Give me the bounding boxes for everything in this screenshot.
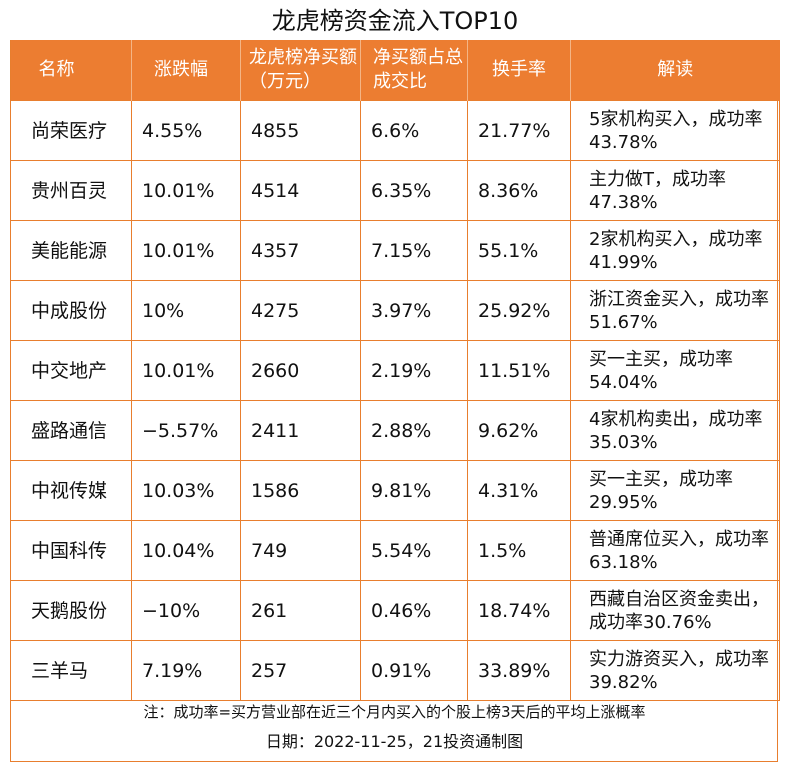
cell-name: 贵州百灵: [10, 160, 132, 221]
cell-net-buy: 261: [240, 580, 361, 641]
header-interpretation: 解读: [570, 40, 780, 101]
cell-net-buy: 257: [240, 640, 361, 701]
cell-net-buy-ratio: 9.81%: [360, 460, 468, 521]
cell-net-buy-ratio: 6.35%: [360, 160, 468, 221]
cell-turnover: 8.36%: [467, 160, 571, 221]
table-row: 贵州百灵 10.01% 4514 6.35% 8.36% 主力做T，成功率47.38%: [10, 160, 780, 221]
cell-turnover: 33.89%: [467, 640, 571, 701]
cell-name: 中国科传: [10, 520, 132, 581]
cell-name: 盛路通信: [10, 400, 132, 461]
footnote: 注：成功率=买方营业部在近三个月内买入的个股上榜3天后的平均上涨概率: [143, 703, 646, 721]
cell-change: 10.04%: [131, 520, 241, 581]
table-row: 中成股份 10% 4275 3.97% 25.92% 浙江资金买入，成功率51.67%: [10, 280, 780, 341]
cell-interpretation: 实力游资买入，成功率39.82%: [570, 640, 780, 701]
cell-turnover: 25.92%: [467, 280, 571, 341]
cell-name: 美能能源: [10, 220, 132, 281]
cell-net-buy: 4357: [240, 220, 361, 281]
cell-interpretation: 普通席位买入，成功率63.18%: [570, 520, 780, 581]
cell-net-buy: 2411: [240, 400, 361, 461]
cell-interpretation: 5家机构买入，成功率43.78%: [570, 100, 780, 161]
cell-name: 中视传媒: [10, 460, 132, 521]
cell-interpretation: 西藏自治区资金卖出，成功率30.76%: [570, 580, 780, 641]
cell-interpretation: 浙江资金买入，成功率51.67%: [570, 280, 780, 341]
cell-change: 10%: [131, 280, 241, 341]
cell-net-buy-ratio: 2.88%: [360, 400, 468, 461]
cell-change: 4.55%: [131, 100, 241, 161]
dragon-tiger-table: 名称 涨跌幅 龙虎榜净买额（万元） 净买额占总成交比 换手率 解读 尚荣医疗 4.…: [10, 40, 780, 701]
cell-turnover: 11.51%: [467, 340, 571, 401]
cell-turnover: 18.74%: [467, 580, 571, 641]
cell-net-buy-ratio: 5.54%: [360, 520, 468, 581]
cell-change: 10.01%: [131, 160, 241, 221]
cell-change: 10.01%: [131, 340, 241, 401]
header-row: 名称 涨跌幅 龙虎榜净买额（万元） 净买额占总成交比 换手率 解读: [10, 40, 780, 101]
cell-interpretation: 买一主买，成功率54.04%: [570, 340, 780, 401]
cell-net-buy: 2660: [240, 340, 361, 401]
cell-interpretation: 2家机构买入，成功率41.99%: [570, 220, 780, 281]
cell-name: 中成股份: [10, 280, 132, 341]
cell-net-buy: 4855: [240, 100, 361, 161]
cell-net-buy: 4275: [240, 280, 361, 341]
cell-net-buy-ratio: 7.15%: [360, 220, 468, 281]
cell-net-buy-ratio: 0.91%: [360, 640, 468, 701]
table-row: 中交地产 10.01% 2660 2.19% 11.51% 买一主买，成功率54.04%: [10, 340, 780, 401]
table-row: 中国科传 10.04% 749 5.54% 1.5% 普通席位买入，成功率63.18%: [10, 520, 780, 581]
table-row: 三羊马 7.19% 257 0.91% 33.89% 实力游资买入，成功率39.82%: [10, 640, 780, 701]
table-title: 龙虎榜资金流入TOP10: [271, 7, 519, 35]
date-credit: 日期：2022-11-25，21投资通制图: [265, 732, 524, 751]
table-row: 尚荣医疗 4.55% 4855 6.6% 21.77% 5家机构买入，成功率43.78%: [10, 100, 780, 161]
cell-change: −5.57%: [131, 400, 241, 461]
cell-name: 三羊马: [10, 640, 132, 701]
cell-change: 7.19%: [131, 640, 241, 701]
table-row: 盛路通信 −5.57% 2411 2.88% 9.62% 4家机构卖出，成功率35.03%: [10, 400, 780, 461]
header-name: 名称: [10, 40, 132, 101]
cell-net-buy: 749: [240, 520, 361, 581]
cell-turnover: 4.31%: [467, 460, 571, 521]
cell-name: 天鹅股份: [10, 580, 132, 641]
header-net-buy: 龙虎榜净买额（万元）: [240, 40, 361, 101]
cell-change: 10.01%: [131, 220, 241, 281]
cell-turnover: 1.5%: [467, 520, 571, 581]
cell-net-buy-ratio: 2.19%: [360, 340, 468, 401]
header-net-buy-ratio: 净买额占总成交比: [360, 40, 468, 101]
cell-turnover: 21.77%: [467, 100, 571, 161]
cell-net-buy-ratio: 0.46%: [360, 580, 468, 641]
cell-name: 中交地产: [10, 340, 132, 401]
cell-net-buy: 4514: [240, 160, 361, 221]
cell-turnover: 9.62%: [467, 400, 571, 461]
cell-interpretation: 主力做T，成功率47.38%: [570, 160, 780, 221]
cell-change: 10.03%: [131, 460, 241, 521]
table-row: 中视传媒 10.03% 1586 9.81% 4.31% 买一主买，成功率29.95%: [10, 460, 780, 521]
table-row: 天鹅股份 −10% 261 0.46% 18.74% 西藏自治区资金卖出，成功率30.76…: [10, 580, 780, 641]
header-turnover: 换手率: [467, 40, 571, 101]
cell-interpretation: 4家机构卖出，成功率35.03%: [570, 400, 780, 461]
cell-net-buy-ratio: 6.6%: [360, 100, 468, 161]
cell-name: 尚荣医疗: [10, 100, 132, 161]
cell-change: −10%: [131, 580, 241, 641]
header-change: 涨跌幅: [131, 40, 241, 101]
cell-turnover: 55.1%: [467, 220, 571, 281]
cell-net-buy-ratio: 3.97%: [360, 280, 468, 341]
cell-interpretation: 买一主买，成功率29.95%: [570, 460, 780, 521]
cell-net-buy: 1586: [240, 460, 361, 521]
table-row: 美能能源 10.01% 4357 7.15% 55.1% 2家机构买入，成功率41.99%: [10, 220, 780, 281]
